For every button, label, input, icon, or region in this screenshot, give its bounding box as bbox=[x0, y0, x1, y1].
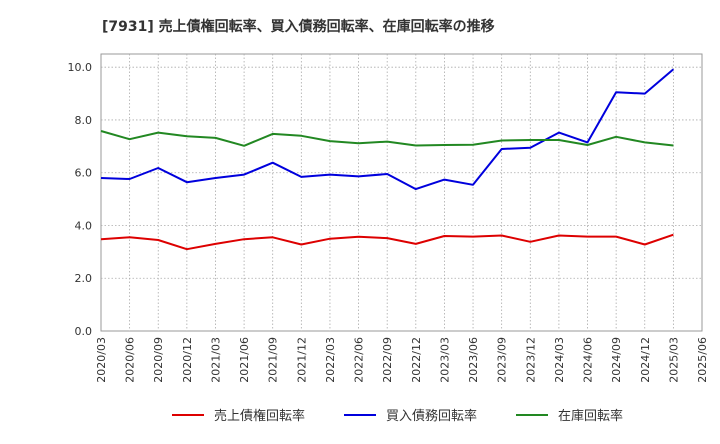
x-tick-label: 2024/06 bbox=[582, 337, 595, 383]
x-tick-label: 2022/09 bbox=[381, 337, 394, 383]
x-tick-label: 2022/03 bbox=[324, 337, 337, 383]
x-tick-label: 2020/09 bbox=[152, 337, 165, 383]
series-line-3 bbox=[100, 130, 674, 147]
legend-label-3: 在庫回転率 bbox=[558, 408, 623, 424]
x-tick-label: 2020/03 bbox=[95, 337, 108, 383]
legend: 売上債権回転率 買入債務回転率 在庫回転率 bbox=[172, 408, 623, 424]
x-tick-label: 2024/03 bbox=[553, 337, 566, 383]
x-tick-label: 2020/06 bbox=[124, 337, 137, 383]
y-tick-label: 0.0 bbox=[75, 325, 93, 338]
x-tick-label: 2024/09 bbox=[610, 337, 623, 383]
legend-label-1: 売上債権回転率 bbox=[214, 408, 305, 424]
x-tick-label: 2020/12 bbox=[181, 337, 194, 383]
x-tick-label: 2025/06 bbox=[696, 337, 709, 383]
y-tick-label: 4.0 bbox=[75, 219, 93, 232]
x-tick-label: 2025/03 bbox=[667, 337, 680, 383]
x-tick-label: 2021/06 bbox=[238, 337, 251, 383]
x-tick-label: 2023/03 bbox=[438, 337, 451, 383]
x-tick-label: 2023/06 bbox=[467, 337, 480, 383]
x-tick-label: 2022/06 bbox=[353, 337, 366, 383]
y-tick-label: 2.0 bbox=[75, 272, 93, 285]
plot-area bbox=[100, 53, 703, 332]
y-tick-label: 10.0 bbox=[68, 61, 93, 74]
y-tick-label: 8.0 bbox=[75, 114, 93, 127]
series-line-1 bbox=[100, 233, 674, 251]
series-lines bbox=[100, 68, 675, 251]
x-tick-label: 2023/09 bbox=[496, 337, 509, 383]
grid-lines bbox=[101, 54, 702, 331]
series-line-2 bbox=[100, 68, 675, 191]
chart-title: [7931] 売上債権回転率、買入債務回転率、在庫回転率の推移 bbox=[102, 18, 495, 35]
x-tick-label: 2021/09 bbox=[267, 337, 280, 383]
x-tick-label: 2022/12 bbox=[410, 337, 423, 383]
y-tick-label: 6.0 bbox=[75, 167, 93, 180]
axes: 0.0 2.0 4.0 6.0 8.0 10.0 2020/03 2020/06 2020/09… bbox=[68, 61, 710, 383]
x-tick-label: 2024/12 bbox=[639, 337, 652, 383]
x-tick-label: 2021/12 bbox=[295, 337, 308, 383]
x-tick-label: 2021/03 bbox=[209, 337, 222, 383]
legend-label-2: 買入債務回転率 bbox=[386, 408, 477, 424]
x-tick-label: 2023/12 bbox=[524, 337, 537, 383]
